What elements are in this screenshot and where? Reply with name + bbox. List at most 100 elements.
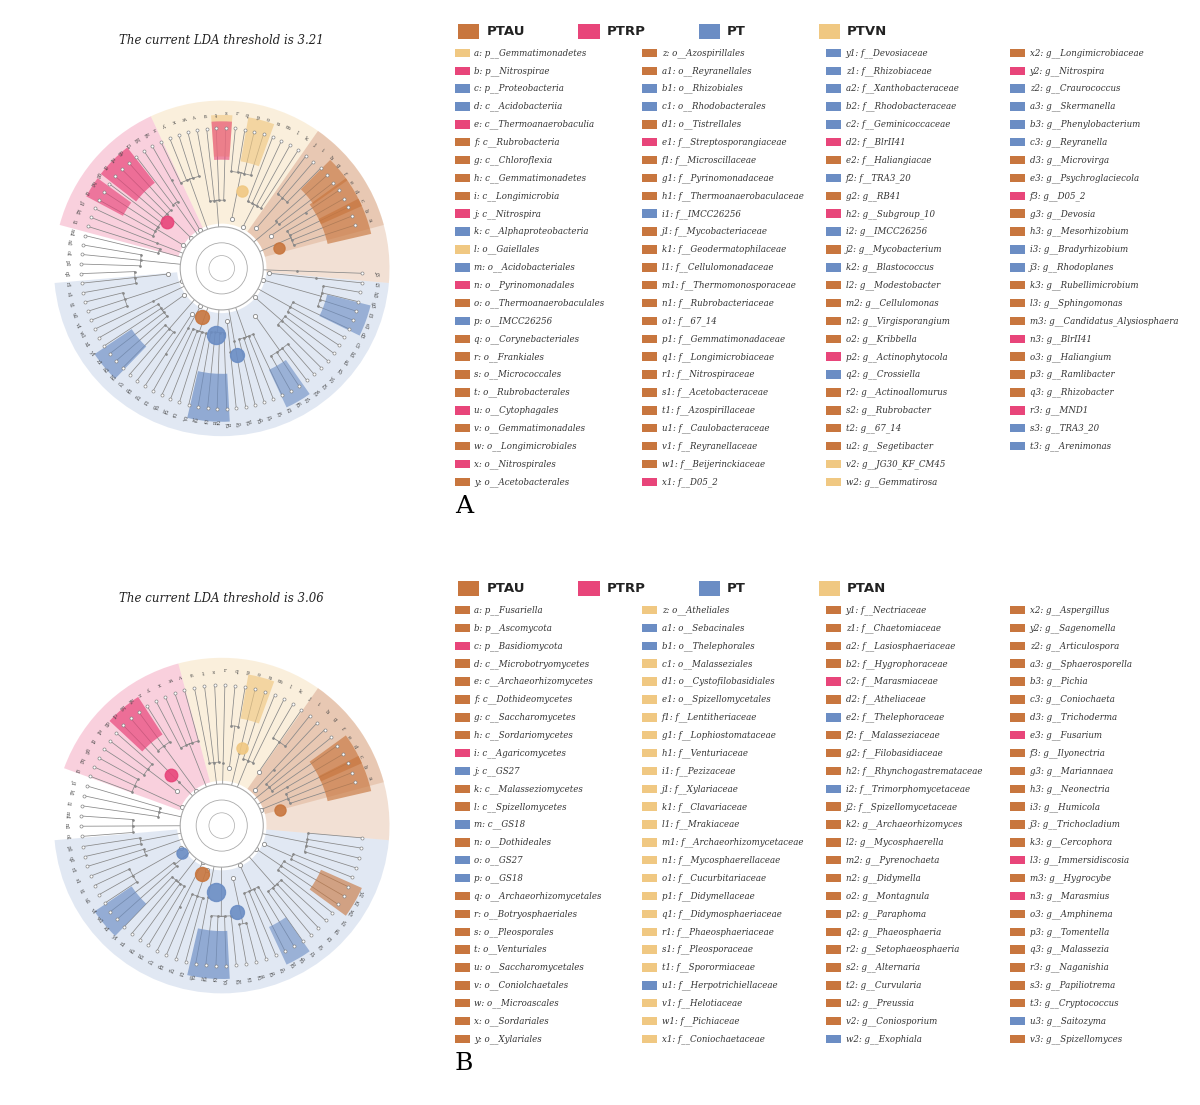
Bar [1010,839,1025,846]
Bar [826,298,841,307]
Bar [455,623,469,632]
Text: p: o__IMCC26256: p: o__IMCC26256 [474,316,552,326]
Text: f1: f1 [101,164,108,170]
Text: b3: b3 [347,349,355,358]
Text: v2: v2 [340,917,347,926]
Bar [642,103,658,110]
Bar [698,581,720,596]
Text: j2: j2 [182,415,188,422]
Bar [826,802,841,811]
Text: t2: g__67_14: t2: g__67_14 [846,423,901,433]
Bar [642,352,658,361]
Text: r: o__Botryosphaeriales: r: o__Botryosphaeriales [474,909,577,918]
Text: j: c__GS27: j: c__GS27 [474,766,520,776]
Bar [826,352,841,361]
Bar [826,946,841,954]
Text: q1: f__Longimicrobiaceae: q1: f__Longimicrobiaceae [662,351,774,361]
Text: k1: k1 [67,789,73,797]
Text: q: q [245,113,250,118]
Bar [642,424,658,432]
Text: u2: u2 [332,926,341,935]
Text: e1: e1 [108,155,115,164]
Wedge shape [86,178,131,215]
Wedge shape [318,756,371,801]
Bar [826,191,841,200]
Bar [826,335,841,343]
Text: u1: u1 [83,897,90,906]
Text: e1: o__Spizellomycetales: e1: o__Spizellomycetales [662,695,770,704]
Text: d3: g__Microvirga: d3: g__Microvirga [1030,155,1109,165]
Text: m2: m2 [212,421,221,425]
Text: b2: b2 [108,375,116,382]
Text: l2: l2 [203,420,209,425]
Bar [455,981,469,990]
Bar [455,946,469,954]
Bar [642,442,658,450]
Bar [642,66,658,75]
Wedge shape [54,830,389,993]
Text: i2: g__IMCC26256: i2: g__IMCC26256 [846,227,926,236]
Bar [455,370,469,379]
Text: u: u [203,112,208,117]
Bar [1010,245,1025,254]
Circle shape [196,243,247,294]
Text: c2: f__Geminicoccaceae: c2: f__Geminicoccaceae [846,119,950,129]
Text: w2: g__Exophiala: w2: g__Exophiala [846,1034,922,1044]
Bar [642,477,658,486]
Bar [826,623,841,632]
Text: j: c__Nitrospira: j: c__Nitrospira [474,209,541,219]
Bar [1010,785,1025,793]
Bar [1010,732,1025,739]
Text: h1: f__Thermoanaerobaculaceae: h1: f__Thermoanaerobaculaceae [662,191,804,201]
Bar [818,581,840,596]
Text: PTVN: PTVN [847,24,888,38]
Text: l3: g__Immersidiscosia: l3: g__Immersidiscosia [1030,855,1129,865]
Text: j2: f__Spizellomycetaceae: j2: f__Spizellomycetaceae [846,802,958,811]
Bar [826,820,841,829]
Text: y2: y2 [358,890,365,897]
Wedge shape [310,870,362,916]
Text: t1: t1 [78,888,85,895]
Bar [455,964,469,971]
Text: b3: g__Pichia: b3: g__Pichia [1030,676,1087,686]
Bar [826,874,841,883]
Text: e2: e2 [167,969,175,976]
Text: x2: x2 [353,899,360,907]
Bar [826,138,841,146]
Text: g3: g__Devosia: g3: g__Devosia [1030,209,1094,219]
Text: t: o__Venturiales: t: o__Venturiales [474,945,547,955]
Bar [1010,120,1025,128]
Bar [1010,103,1025,110]
Text: q2: q2 [254,415,263,422]
Text: o2: o2 [277,965,286,972]
Text: w2: g__Gemmatirosa: w2: g__Gemmatirosa [846,477,937,486]
Bar [826,49,841,57]
Bar [1010,210,1025,218]
Text: p: p [246,670,250,675]
Text: n: n [275,120,281,127]
Bar [1010,749,1025,757]
Text: l1: f__Cellulomonadaceae: l1: f__Cellulomonadaceae [662,263,773,272]
Bar [455,802,469,811]
Bar [642,263,658,272]
Text: i3: i3 [373,282,379,287]
Circle shape [180,227,263,309]
Text: i2: i2 [212,978,218,983]
Bar [455,839,469,846]
Bar [642,892,658,901]
Bar [642,317,658,325]
Text: j1: j1 [70,779,76,785]
Text: w1: f__Pichiaceae: w1: f__Pichiaceae [662,1017,739,1025]
Bar [455,874,469,883]
Text: d1: o__Tistrellales: d1: o__Tistrellales [662,119,740,129]
Bar [455,138,469,146]
Bar [642,802,658,811]
Text: q3: g__Rhizobacter: q3: g__Rhizobacter [1030,388,1114,398]
Bar [642,606,658,614]
Text: e3: g__Fusarium: e3: g__Fusarium [1030,730,1102,740]
Text: l1: f__Mrakiaceae: l1: f__Mrakiaceae [662,820,739,830]
Bar [826,749,841,757]
Text: e1: f__Streptosporangiaceae: e1: f__Streptosporangiaceae [662,137,786,147]
Bar [455,856,469,864]
Bar [826,892,841,901]
